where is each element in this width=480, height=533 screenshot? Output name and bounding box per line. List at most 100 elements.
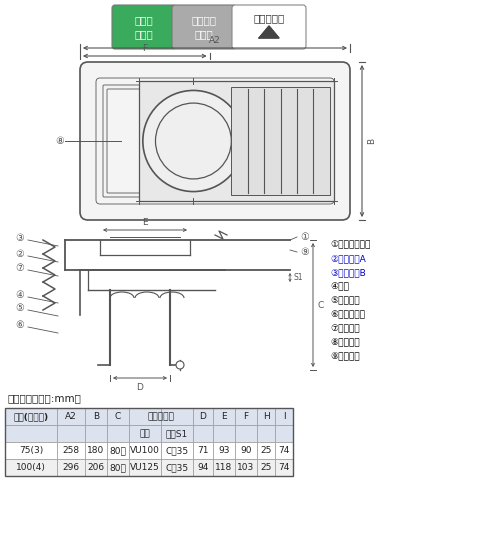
Bar bbox=[213, 442, 235, 459]
Text: B: B bbox=[367, 138, 376, 144]
Text: 80～: 80～ bbox=[109, 463, 126, 472]
Bar bbox=[85, 442, 107, 459]
Text: E: E bbox=[221, 412, 227, 421]
Bar bbox=[129, 408, 161, 425]
Bar bbox=[57, 459, 85, 476]
Bar bbox=[5, 408, 293, 476]
Bar bbox=[275, 442, 293, 459]
Bar bbox=[129, 442, 161, 459]
FancyBboxPatch shape bbox=[232, 5, 306, 49]
Text: E: E bbox=[142, 218, 148, 227]
Text: 94: 94 bbox=[197, 463, 209, 472]
Text: ⑨: ⑨ bbox=[300, 247, 310, 257]
Text: 118: 118 bbox=[216, 463, 233, 472]
Text: ②受け金具A: ②受け金具A bbox=[330, 254, 366, 263]
Text: スペーサー: スペーサー bbox=[147, 412, 174, 421]
Circle shape bbox=[143, 91, 244, 191]
Bar bbox=[5, 442, 57, 459]
Text: 長さS1: 長さS1 bbox=[166, 429, 188, 438]
Text: 206: 206 bbox=[87, 463, 105, 472]
Bar bbox=[257, 425, 275, 442]
FancyBboxPatch shape bbox=[172, 5, 236, 49]
Text: D: D bbox=[137, 383, 144, 392]
Text: ⑦丸小ネジ: ⑦丸小ネジ bbox=[330, 325, 360, 334]
Text: 180: 180 bbox=[87, 446, 105, 455]
Text: A2: A2 bbox=[65, 412, 77, 421]
Text: ⑨丸小ネジ: ⑨丸小ネジ bbox=[330, 352, 360, 361]
Text: 74: 74 bbox=[278, 463, 290, 472]
Bar bbox=[213, 425, 235, 442]
Text: ⑤アンカー: ⑤アンカー bbox=[330, 296, 360, 305]
Text: 差し込み式: 差し込み式 bbox=[253, 13, 285, 23]
Bar bbox=[231, 87, 330, 195]
Bar bbox=[161, 442, 193, 459]
Bar bbox=[161, 425, 193, 442]
Circle shape bbox=[156, 103, 231, 179]
Text: F: F bbox=[243, 412, 249, 421]
Text: 25: 25 bbox=[260, 463, 272, 472]
Text: 71: 71 bbox=[197, 446, 209, 455]
Bar bbox=[193, 459, 213, 476]
Text: C－35: C－35 bbox=[166, 446, 189, 455]
Bar bbox=[129, 425, 161, 442]
Text: 25: 25 bbox=[260, 446, 272, 455]
Text: 100(4): 100(4) bbox=[16, 463, 46, 472]
Text: ④本体: ④本体 bbox=[330, 282, 349, 292]
Text: ④: ④ bbox=[16, 290, 24, 300]
Text: 75(3): 75(3) bbox=[19, 446, 43, 455]
Text: 呼称(インチ): 呼称(インチ) bbox=[13, 412, 48, 421]
Bar bbox=[275, 425, 293, 442]
Text: I: I bbox=[283, 412, 285, 421]
Text: S1: S1 bbox=[294, 273, 303, 282]
Bar bbox=[161, 459, 193, 476]
Text: B: B bbox=[93, 412, 99, 421]
Text: 寸法表　＜単位:mm＞: 寸法表 ＜単位:mm＞ bbox=[8, 393, 82, 403]
Text: D: D bbox=[200, 412, 206, 421]
Text: 塗　膜
防水用: 塗 膜 防水用 bbox=[134, 15, 154, 39]
Circle shape bbox=[176, 361, 184, 369]
Bar bbox=[57, 442, 85, 459]
Polygon shape bbox=[259, 26, 279, 38]
Bar bbox=[85, 425, 107, 442]
Text: ⑧丸小ネジ: ⑧丸小ネジ bbox=[330, 338, 360, 348]
Bar bbox=[107, 425, 129, 442]
Text: 258: 258 bbox=[62, 446, 80, 455]
Bar bbox=[257, 459, 275, 476]
Text: ①: ① bbox=[300, 232, 310, 242]
Text: ③受け金具B: ③受け金具B bbox=[330, 269, 366, 278]
Text: 93: 93 bbox=[218, 446, 230, 455]
Bar bbox=[275, 459, 293, 476]
Bar bbox=[107, 442, 129, 459]
Bar bbox=[107, 459, 129, 476]
Bar bbox=[193, 425, 213, 442]
Bar bbox=[275, 408, 293, 425]
Bar bbox=[129, 459, 161, 476]
Text: 74: 74 bbox=[278, 446, 290, 455]
Bar bbox=[257, 442, 275, 459]
Bar bbox=[5, 408, 57, 425]
Bar bbox=[235, 459, 257, 476]
Text: C: C bbox=[317, 301, 323, 310]
Bar bbox=[213, 408, 235, 425]
Text: 規格: 規格 bbox=[140, 429, 150, 438]
Bar bbox=[107, 408, 129, 425]
Text: ⑥スペーサー: ⑥スペーサー bbox=[330, 311, 365, 319]
Text: ⑤: ⑤ bbox=[16, 303, 24, 313]
Bar bbox=[5, 459, 57, 476]
FancyBboxPatch shape bbox=[112, 5, 176, 49]
Bar bbox=[235, 408, 257, 425]
Text: ⑧: ⑧ bbox=[56, 136, 64, 146]
Bar bbox=[57, 408, 85, 425]
Text: VU100: VU100 bbox=[130, 446, 160, 455]
Bar bbox=[193, 442, 213, 459]
Bar bbox=[161, 408, 193, 425]
Bar bbox=[139, 81, 334, 201]
Text: ⑦: ⑦ bbox=[16, 263, 24, 273]
Bar bbox=[257, 408, 275, 425]
Bar bbox=[57, 425, 85, 442]
Text: ②: ② bbox=[16, 249, 24, 259]
Bar bbox=[85, 408, 107, 425]
Text: H: H bbox=[263, 412, 269, 421]
Bar bbox=[235, 442, 257, 459]
FancyBboxPatch shape bbox=[80, 62, 350, 220]
